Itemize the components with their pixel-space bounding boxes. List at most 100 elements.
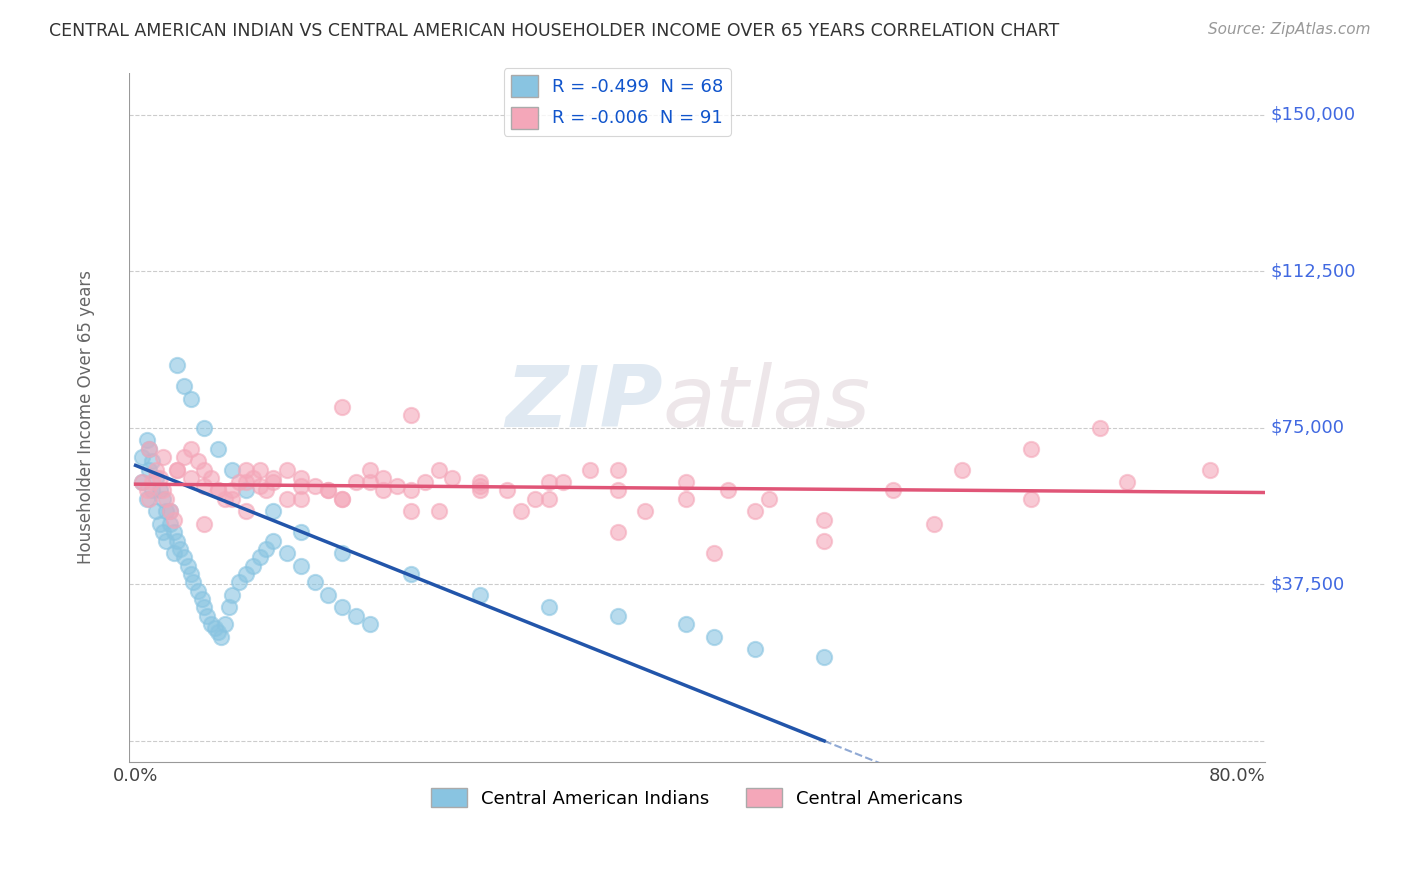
- Point: [166, 462, 188, 476]
- Point: [387, 479, 409, 493]
- Point: [290, 558, 312, 573]
- Point: [427, 504, 450, 518]
- Point: [413, 475, 436, 489]
- Point: [200, 471, 222, 485]
- Point: [228, 575, 250, 590]
- Point: [204, 621, 226, 635]
- Point: [235, 504, 257, 518]
- Point: [235, 462, 257, 476]
- Point: [173, 550, 195, 565]
- Point: [207, 442, 229, 456]
- Point: [427, 462, 450, 476]
- Point: [262, 475, 284, 489]
- Point: [468, 483, 491, 498]
- Point: [344, 475, 367, 489]
- Point: [330, 400, 353, 414]
- Point: [193, 479, 215, 493]
- Point: [703, 546, 725, 560]
- Point: [330, 491, 353, 506]
- Point: [254, 483, 277, 498]
- Point: [131, 475, 153, 489]
- Point: [950, 462, 973, 476]
- Point: [523, 491, 546, 506]
- Point: [221, 491, 243, 506]
- Point: [537, 600, 560, 615]
- Point: [207, 625, 229, 640]
- Point: [155, 533, 177, 548]
- Point: [190, 591, 212, 606]
- Point: [221, 462, 243, 476]
- Point: [359, 617, 381, 632]
- Point: [180, 442, 202, 456]
- Text: $112,500: $112,500: [1271, 262, 1355, 280]
- Point: [180, 392, 202, 406]
- Point: [330, 546, 353, 560]
- Point: [186, 583, 208, 598]
- Point: [209, 630, 232, 644]
- Text: $150,000: $150,000: [1271, 106, 1355, 124]
- Point: [1019, 491, 1042, 506]
- Point: [145, 471, 167, 485]
- Point: [228, 475, 250, 489]
- Point: [606, 483, 628, 498]
- Point: [537, 475, 560, 489]
- Text: Householder Income Over 65 years: Householder Income Over 65 years: [76, 270, 94, 565]
- Point: [159, 516, 181, 531]
- Point: [149, 516, 172, 531]
- Point: [262, 504, 284, 518]
- Point: [131, 475, 153, 489]
- Point: [606, 525, 628, 540]
- Point: [207, 483, 229, 498]
- Point: [254, 541, 277, 556]
- Point: [152, 450, 174, 464]
- Point: [510, 504, 533, 518]
- Point: [703, 630, 725, 644]
- Point: [221, 588, 243, 602]
- Point: [173, 450, 195, 464]
- Point: [180, 566, 202, 581]
- Point: [1019, 442, 1042, 456]
- Point: [152, 483, 174, 498]
- Point: [468, 475, 491, 489]
- Point: [399, 566, 422, 581]
- Point: [159, 504, 181, 518]
- Point: [145, 504, 167, 518]
- Point: [135, 483, 157, 498]
- Point: [138, 442, 160, 456]
- Point: [173, 379, 195, 393]
- Point: [330, 600, 353, 615]
- Text: $75,000: $75,000: [1271, 419, 1344, 437]
- Point: [262, 471, 284, 485]
- Point: [606, 608, 628, 623]
- Point: [235, 566, 257, 581]
- Point: [135, 434, 157, 448]
- Point: [276, 546, 298, 560]
- Point: [441, 471, 464, 485]
- Point: [359, 462, 381, 476]
- Point: [207, 483, 229, 498]
- Point: [882, 483, 904, 498]
- Point: [155, 504, 177, 518]
- Point: [813, 650, 835, 665]
- Point: [496, 483, 519, 498]
- Point: [1198, 462, 1220, 476]
- Point: [235, 483, 257, 498]
- Point: [193, 600, 215, 615]
- Point: [195, 608, 218, 623]
- Point: [166, 533, 188, 548]
- Point: [276, 462, 298, 476]
- Point: [138, 442, 160, 456]
- Point: [131, 450, 153, 464]
- Point: [152, 525, 174, 540]
- Point: [141, 454, 163, 468]
- Point: [135, 491, 157, 506]
- Point: [262, 533, 284, 548]
- Point: [183, 575, 205, 590]
- Point: [290, 491, 312, 506]
- Point: [758, 491, 780, 506]
- Point: [290, 479, 312, 493]
- Point: [744, 504, 766, 518]
- Point: [744, 642, 766, 657]
- Point: [373, 483, 395, 498]
- Point: [468, 588, 491, 602]
